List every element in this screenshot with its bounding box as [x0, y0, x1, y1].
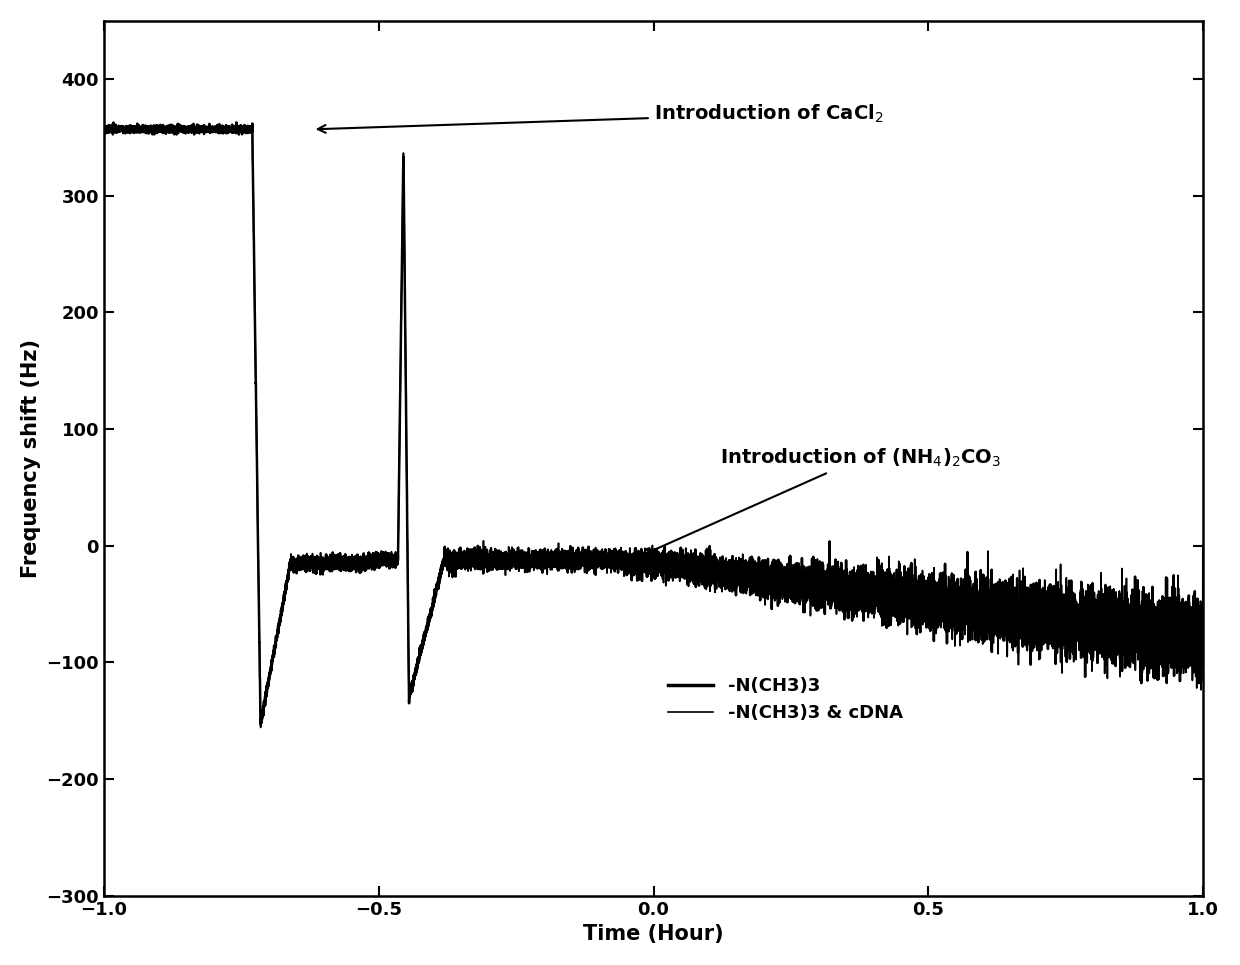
Text: Introduction of (NH$_4$)$_2$CO$_3$: Introduction of (NH$_4$)$_2$CO$_3$ — [642, 447, 1001, 556]
Text: Introduction of CaCl$_2$: Introduction of CaCl$_2$ — [317, 103, 883, 133]
Y-axis label: Frequency shift (Hz): Frequency shift (Hz) — [21, 339, 41, 578]
X-axis label: Time (Hour): Time (Hour) — [583, 924, 724, 944]
Legend: -N(CH3)3, -N(CH3)3 & cDNA: -N(CH3)3, -N(CH3)3 & cDNA — [661, 670, 910, 730]
